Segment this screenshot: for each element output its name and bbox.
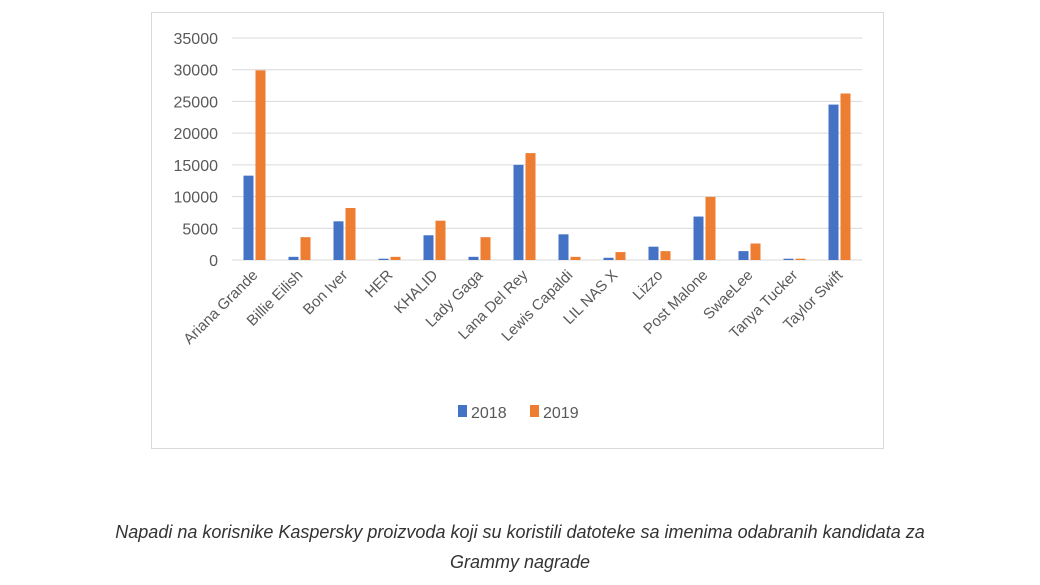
bar-2018 bbox=[468, 256, 479, 260]
bar-2019 bbox=[840, 93, 851, 260]
caption-line-1: Napadi na korisnike Kaspersky proizvoda … bbox=[115, 522, 925, 542]
bar-2018 bbox=[423, 235, 434, 260]
bar-2019 bbox=[300, 237, 311, 260]
bar-2018 bbox=[648, 246, 659, 260]
bar-2019 bbox=[345, 207, 356, 260]
y-tick-label: 25000 bbox=[174, 94, 219, 111]
bar-2018 bbox=[738, 251, 749, 260]
legend-label: 2019 bbox=[543, 405, 579, 422]
bar-2018 bbox=[288, 256, 299, 260]
bar-2018 bbox=[603, 257, 614, 260]
chart-frame bbox=[151, 12, 884, 449]
bar-2018 bbox=[558, 234, 569, 260]
y-tick-label: 0 bbox=[209, 253, 218, 270]
y-tick-label: 15000 bbox=[174, 158, 219, 175]
bar-2018 bbox=[333, 221, 344, 260]
bar-2019 bbox=[570, 256, 581, 260]
bar-chart: 0 5000 10000 15000 20000 25000 30000 35000 Arian… bbox=[174, 31, 862, 422]
bar-2019 bbox=[435, 220, 446, 260]
bar-2019 bbox=[255, 70, 266, 260]
x-tick-label: HER bbox=[362, 267, 397, 302]
bar-2018 bbox=[513, 164, 524, 260]
x-tick-label: Lizzo bbox=[630, 267, 667, 304]
legend-swatch-2018 bbox=[458, 405, 467, 417]
bar-2019 bbox=[390, 256, 401, 260]
x-tick-label: Ariana Grande bbox=[180, 267, 261, 348]
y-tick-label: 20000 bbox=[174, 126, 219, 143]
bar-2019 bbox=[795, 258, 806, 260]
legend-label: 2018 bbox=[471, 405, 507, 422]
bar-2019 bbox=[480, 237, 491, 260]
bar-2019 bbox=[660, 251, 671, 260]
caption-line-2: Grammy nagrade bbox=[449, 552, 591, 572]
bar-2018 bbox=[783, 258, 794, 260]
bar-2018 bbox=[378, 258, 389, 260]
y-tick-label: 35000 bbox=[174, 31, 219, 48]
bar-2018 bbox=[828, 104, 839, 260]
x-tick-label: Bon Iver bbox=[300, 267, 352, 319]
bar-2019 bbox=[705, 196, 716, 260]
bar-2019 bbox=[750, 243, 761, 260]
bar-2018 bbox=[693, 216, 704, 260]
y-tick-label: 5000 bbox=[182, 221, 218, 238]
y-tick-label: 10000 bbox=[174, 190, 219, 207]
y-tick-label: 30000 bbox=[174, 63, 219, 80]
bar-2019 bbox=[615, 252, 626, 260]
bar-2018 bbox=[243, 175, 254, 260]
bar-2019 bbox=[525, 153, 536, 260]
legend-swatch-2019 bbox=[530, 405, 539, 417]
